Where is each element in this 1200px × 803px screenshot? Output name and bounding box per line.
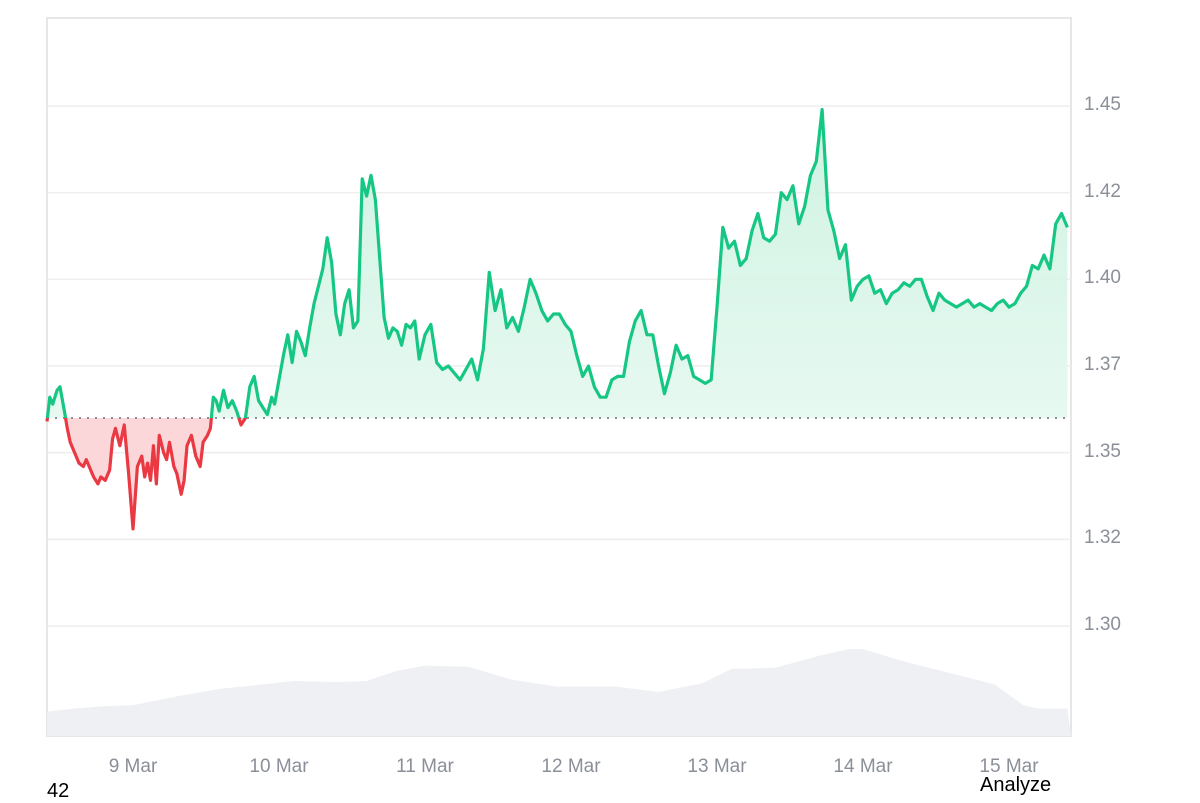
y-tick-label: 1.37 <box>1084 354 1121 375</box>
analyze-link[interactable]: Analyze <box>980 774 1052 796</box>
price-fill-above-baseline <box>47 109 1068 418</box>
y-tick-label: 1.32 <box>1084 527 1121 549</box>
y-tick-label: 1.35 <box>1084 440 1121 462</box>
price-fill-below-baseline <box>47 418 1068 529</box>
x-tick-label: 14 Mar <box>833 756 893 777</box>
y-tick-label: 1.30 <box>1084 614 1121 635</box>
x-tick-label: 12 Mar <box>541 756 601 777</box>
footer-number: 42 <box>47 780 70 802</box>
x-tick-label: 9 Mar <box>108 756 158 777</box>
y-tick-label: 1.45 <box>1084 94 1121 115</box>
volume-area <box>47 649 1071 736</box>
x-tick-label: 13 Mar <box>687 756 747 777</box>
price-line-down[interactable] <box>45 109 1067 531</box>
x-tick-label: 15 Mar <box>979 756 1039 777</box>
price-line-up[interactable] <box>45 107 1069 528</box>
x-tick-label: 11 Mar <box>396 756 454 777</box>
y-tick-label: 1.42 <box>1084 180 1121 202</box>
y-tick-label: 1.40 <box>1084 267 1121 289</box>
x-tick-label: 10 Mar <box>249 756 309 777</box>
